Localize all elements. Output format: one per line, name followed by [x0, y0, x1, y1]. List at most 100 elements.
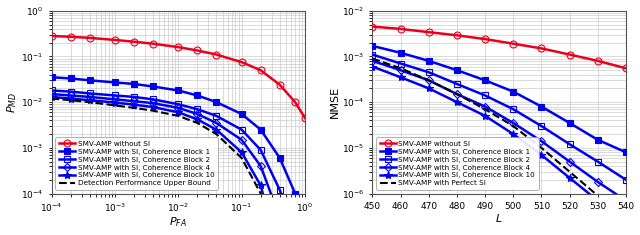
Line: SMV-AMP with SI, Coherence Block 4: SMV-AMP with SI, Coherence Block 4 — [370, 58, 628, 203]
SMV-AMP with SI, Coherence Block 2 — [509, 108, 517, 111]
SMV-AMP without SI — [509, 42, 517, 45]
SMV-AMP with SI, Coherence Block 1 — [175, 89, 182, 92]
SMV-AMP with SI, Coherence Block 4 — [193, 113, 201, 115]
Detection Performance Upper Bound — [130, 106, 138, 109]
SMV-AMP with SI, Coherence Block 10 — [538, 153, 545, 156]
Detection Performance Upper Bound — [257, 192, 264, 195]
Legend: SMV-AMP without SI, SMV-AMP with SI, Coherence Block 1, SMV-AMP with SI, Coheren: SMV-AMP without SI, SMV-AMP with SI, Coh… — [376, 137, 539, 190]
Y-axis label: $P_{MD}$: $P_{MD}$ — [6, 92, 19, 113]
Detection Performance Upper Bound — [175, 114, 182, 117]
SMV-AMP with Perfect SI — [481, 108, 489, 111]
SMV-AMP without SI — [453, 34, 461, 37]
SMV-AMP with SI, Coherence Block 10 — [149, 106, 157, 109]
SMV-AMP with SI, Coherence Block 2 — [212, 114, 220, 117]
SMV-AMP with SI, Coherence Block 10 — [622, 224, 630, 227]
SMV-AMP without SI — [369, 25, 376, 28]
SMV-AMP with SI, Coherence Block 1 — [86, 79, 93, 82]
SMV-AMP with Perfect SI — [594, 194, 602, 197]
SMV-AMP without SI — [425, 31, 433, 34]
SMV-AMP without SI — [291, 101, 299, 104]
SMV-AMP with SI, Coherence Block 1 — [397, 51, 404, 54]
SMV-AMP without SI — [397, 27, 404, 30]
SMV-AMP with SI, Coherence Block 4 — [566, 160, 573, 163]
SMV-AMP without SI — [111, 39, 119, 41]
SMV-AMP with SI, Coherence Block 2 — [481, 94, 489, 97]
SMV-AMP without SI — [175, 46, 182, 49]
SMV-AMP with SI, Coherence Block 4 — [48, 93, 56, 95]
SMV-AMP with SI, Coherence Block 2 — [594, 160, 602, 163]
SMV-AMP without SI — [276, 83, 284, 86]
Detection Performance Upper Bound — [193, 121, 201, 124]
SMV-AMP with SI, Coherence Block 10 — [594, 199, 602, 202]
SMV-AMP with SI, Coherence Block 1 — [538, 105, 545, 108]
SMV-AMP with SI, Coherence Block 4 — [111, 98, 119, 101]
SMV-AMP with SI, Coherence Block 1 — [212, 101, 220, 104]
SMV-AMP with SI, Coherence Block 4 — [481, 105, 489, 108]
Line: SMV-AMP with SI, Coherence Block 1: SMV-AMP with SI, Coherence Block 1 — [370, 43, 628, 155]
SMV-AMP with SI, Coherence Block 2 — [622, 178, 630, 181]
SMV-AMP with SI, Coherence Block 1 — [67, 77, 74, 80]
Detection Performance Upper Bound — [86, 101, 93, 104]
SMV-AMP with SI, Coherence Block 4 — [212, 121, 220, 124]
SMV-AMP with SI, Coherence Block 1 — [594, 138, 602, 141]
SMV-AMP with SI, Coherence Block 1 — [481, 79, 489, 82]
Line: SMV-AMP with SI, Coherence Block 4: SMV-AMP with SI, Coherence Block 4 — [49, 91, 308, 235]
SMV-AMP with SI, Coherence Block 4 — [175, 106, 182, 109]
Detection Performance Upper Bound — [212, 133, 220, 136]
Line: SMV-AMP with SI, Coherence Block 2: SMV-AMP with SI, Coherence Block 2 — [370, 52, 628, 183]
SMV-AMP without SI — [622, 67, 630, 70]
SMV-AMP with SI, Coherence Block 2 — [257, 149, 264, 151]
SMV-AMP with Perfect SI — [397, 67, 404, 70]
Detection Performance Upper Bound — [149, 109, 157, 112]
SMV-AMP with SI, Coherence Block 4 — [538, 140, 545, 143]
X-axis label: $P_{FA}$: $P_{FA}$ — [169, 216, 188, 229]
SMV-AMP with SI, Coherence Block 10 — [397, 76, 404, 79]
SMV-AMP without SI — [67, 35, 74, 38]
SMV-AMP with SI, Coherence Block 4 — [509, 121, 517, 124]
Legend: SMV-AMP without SI, SMV-AMP with SI, Coherence Block 1, SMV-AMP with SI, Coheren: SMV-AMP without SI, SMV-AMP with SI, Coh… — [55, 137, 218, 190]
SMV-AMP with SI, Coherence Block 4 — [397, 69, 404, 72]
SMV-AMP without SI — [193, 49, 201, 52]
SMV-AMP with SI, Coherence Block 4 — [257, 164, 264, 167]
SMV-AMP with SI, Coherence Block 10 — [111, 101, 119, 104]
SMV-AMP with SI, Coherence Block 2 — [276, 188, 284, 191]
SMV-AMP with SI, Coherence Block 1 — [48, 76, 56, 79]
SMV-AMP with SI, Coherence Block 2 — [566, 143, 573, 146]
SMV-AMP with SI, Coherence Block 10 — [86, 99, 93, 102]
SMV-AMP with SI, Coherence Block 10 — [237, 151, 245, 154]
SMV-AMP with SI, Coherence Block 1 — [237, 113, 245, 115]
SMV-AMP with SI, Coherence Block 4 — [86, 95, 93, 98]
Line: SMV-AMP with Perfect SI: SMV-AMP with Perfect SI — [372, 59, 626, 221]
SMV-AMP with SI, Coherence Block 2 — [538, 125, 545, 127]
SMV-AMP with SI, Coherence Block 4 — [425, 79, 433, 82]
SMV-AMP with SI, Coherence Block 4 — [130, 100, 138, 103]
SMV-AMP with SI, Coherence Block 10 — [212, 128, 220, 131]
SMV-AMP with Perfect SI — [622, 220, 630, 223]
SMV-AMP without SI — [237, 61, 245, 63]
SMV-AMP with SI, Coherence Block 1 — [291, 192, 299, 195]
SMV-AMP with Perfect SI — [566, 170, 573, 173]
SMV-AMP with SI, Coherence Block 10 — [130, 103, 138, 106]
Line: SMV-AMP with SI, Coherence Block 1: SMV-AMP with SI, Coherence Block 1 — [49, 74, 308, 234]
SMV-AMP with SI, Coherence Block 10 — [453, 101, 461, 104]
SMV-AMP with SI, Coherence Block 4 — [622, 199, 630, 202]
SMV-AMP with SI, Coherence Block 2 — [149, 98, 157, 101]
SMV-AMP with SI, Coherence Block 1 — [111, 81, 119, 84]
Line: SMV-AMP with SI, Coherence Block 10: SMV-AMP with SI, Coherence Block 10 — [368, 63, 630, 230]
SMV-AMP with Perfect SI — [538, 146, 545, 149]
SMV-AMP with SI, Coherence Block 1 — [425, 59, 433, 62]
SMV-AMP with SI, Coherence Block 10 — [369, 65, 376, 68]
SMV-AMP with SI, Coherence Block 2 — [67, 90, 74, 93]
SMV-AMP with SI, Coherence Block 2 — [86, 92, 93, 95]
SMV-AMP with SI, Coherence Block 2 — [369, 53, 376, 56]
SMV-AMP with SI, Coherence Block 2 — [193, 108, 201, 111]
SMV-AMP with SI, Coherence Block 1 — [453, 69, 461, 72]
SMV-AMP with Perfect SI — [369, 57, 376, 60]
SMV-AMP without SI — [130, 40, 138, 43]
SMV-AMP with Perfect SI — [453, 93, 461, 95]
SMV-AMP with SI, Coherence Block 10 — [509, 133, 517, 136]
SMV-AMP with SI, Coherence Block 2 — [425, 71, 433, 74]
Y-axis label: NMSE: NMSE — [330, 86, 340, 118]
SMV-AMP with SI, Coherence Block 2 — [111, 94, 119, 97]
Line: SMV-AMP with SI, Coherence Block 10: SMV-AMP with SI, Coherence Block 10 — [47, 93, 309, 235]
